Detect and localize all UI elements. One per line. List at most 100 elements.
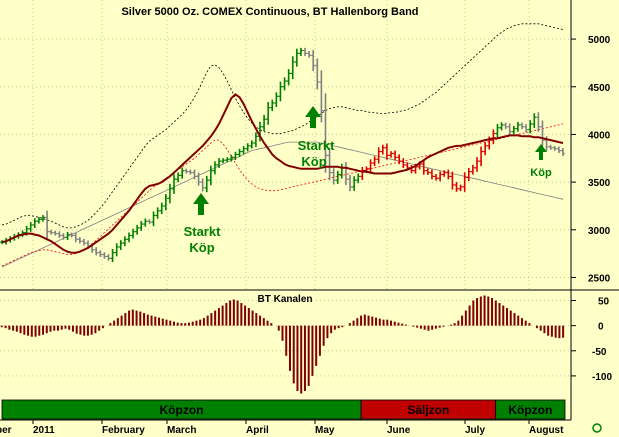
- price-bar-118: [483, 142, 488, 156]
- price-bar-110: [450, 171, 455, 190]
- price-bar-86: [352, 176, 357, 191]
- price-bar-26: [106, 254, 111, 261]
- price-bar-37: [151, 211, 156, 227]
- price-bar-71: [290, 56, 295, 80]
- price-bar-107: [438, 171, 443, 182]
- price-bar-92: [376, 147, 381, 164]
- x-label-6: June: [387, 425, 411, 436]
- price-bar-40: [163, 193, 168, 211]
- price-bar-44: [180, 167, 185, 179]
- osc-tick-label-0: 50: [598, 297, 610, 308]
- price-bar-10: [40, 215, 45, 222]
- price-bar-64: [262, 114, 267, 132]
- price-bar-113: [462, 172, 467, 192]
- price-bar-87: [356, 173, 361, 184]
- price-bar-96: [393, 150, 398, 161]
- price-bar-42: [172, 174, 177, 194]
- price-bar-34: [139, 221, 144, 231]
- price-bar-57: [233, 151, 238, 160]
- x-tick-marks: [32, 420, 530, 424]
- price-bar-124: [507, 123, 512, 135]
- price-tick-label-5: 5000: [588, 35, 611, 46]
- x-label-7: July: [465, 425, 485, 436]
- price-bar-68: [278, 81, 283, 102]
- price-bar-111: [454, 181, 459, 192]
- buy-signal-1-line-2: Köp: [189, 240, 214, 255]
- price-bar-55: [225, 157, 230, 163]
- price-bar-122: [499, 122, 504, 131]
- price-bar-14: [57, 231, 62, 238]
- price-bar-13: [53, 230, 58, 236]
- price-bar-25: [102, 252, 107, 259]
- zone-2: [495, 399, 566, 420]
- price-bar-115: [470, 164, 475, 175]
- price-bar-33: [135, 224, 140, 235]
- price-bar-127: [520, 122, 525, 130]
- price-tick-label-4: 4500: [588, 83, 611, 94]
- price-bar-15: [61, 233, 66, 240]
- lower-band-line: [1, 123, 564, 267]
- buy-signal-3-label: Köp: [530, 167, 552, 179]
- price-bar-93: [380, 144, 385, 155]
- x-label-2: February: [102, 425, 145, 436]
- price-bar-7: [28, 222, 33, 232]
- price-bar-43: [176, 172, 181, 183]
- price-bar-69: [282, 77, 287, 91]
- oscillator-bars: [0, 295, 565, 394]
- price-bar-132: [540, 120, 545, 147]
- price-tick-label-1: 3000: [588, 226, 611, 237]
- price-bar-103: [421, 159, 426, 175]
- price-bar-134: [548, 144, 553, 150]
- zone-label-0: Köpzon: [160, 403, 204, 417]
- buy-signal-2-line-1: Starkt: [298, 138, 336, 153]
- price-bar-8: [32, 218, 37, 229]
- zone-label-2: Köpzon: [508, 403, 552, 417]
- price-bar-73: [298, 47, 303, 57]
- price-bar-45: [184, 168, 189, 174]
- zone-strip: Köpzon Säljzon Köpzon: [1, 399, 566, 420]
- buy-signal-2: Starkt Köp: [298, 106, 336, 169]
- price-bar-112: [458, 184, 463, 192]
- zone-label-1: Säljzon: [407, 403, 449, 417]
- price-bar-70: [286, 69, 291, 86]
- price-tick-label-3: 4000: [588, 130, 611, 141]
- price-bar-97: [397, 154, 402, 165]
- price-bar-75: [307, 51, 312, 58]
- price-bar-28: [114, 243, 119, 257]
- price-bar-41: [167, 183, 172, 204]
- price-bar-46: [188, 169, 193, 175]
- price-bar-23: [94, 247, 99, 256]
- buy-arrow-3: [535, 144, 547, 160]
- price-bar-129: [528, 120, 533, 134]
- price-bar-11: [45, 210, 50, 239]
- price-bar-49: [200, 178, 205, 192]
- refresh-icon[interactable]: [592, 423, 602, 433]
- price-bar-104: [425, 168, 430, 175]
- price-bar-62: [253, 132, 258, 148]
- buy-arrow-2: [305, 106, 321, 128]
- price-bar-81: [331, 168, 336, 185]
- price-bar-131: [536, 112, 541, 132]
- price-bar-117: [479, 146, 484, 167]
- price-bar-66: [270, 99, 275, 112]
- price-bar-78: [319, 70, 324, 123]
- price-bar-126: [515, 121, 520, 132]
- price-bar-72: [294, 48, 299, 67]
- price-bar-114: [466, 167, 471, 182]
- price-bar-47: [192, 169, 197, 180]
- x-label-4: April: [246, 425, 269, 436]
- price-bar-19: [77, 236, 82, 244]
- price-bar-51: [208, 165, 213, 186]
- price-bar-16: [65, 231, 70, 241]
- price-bar-18: [73, 232, 78, 243]
- oscillator-y-axis: 50 0 -50 -100: [571, 297, 612, 383]
- price-bar-65: [266, 102, 271, 125]
- price-bar-135: [552, 145, 557, 151]
- x-axis: ber 2011 February March April May June J…: [0, 425, 564, 436]
- price-bar-90: [368, 159, 373, 173]
- x-label-1: 2011: [33, 425, 55, 436]
- price-y-axis: 2500 3000 3500 4000 4500 5000: [571, 35, 611, 284]
- x-label-0: ber: [0, 425, 12, 436]
- price-bar-94: [384, 143, 389, 160]
